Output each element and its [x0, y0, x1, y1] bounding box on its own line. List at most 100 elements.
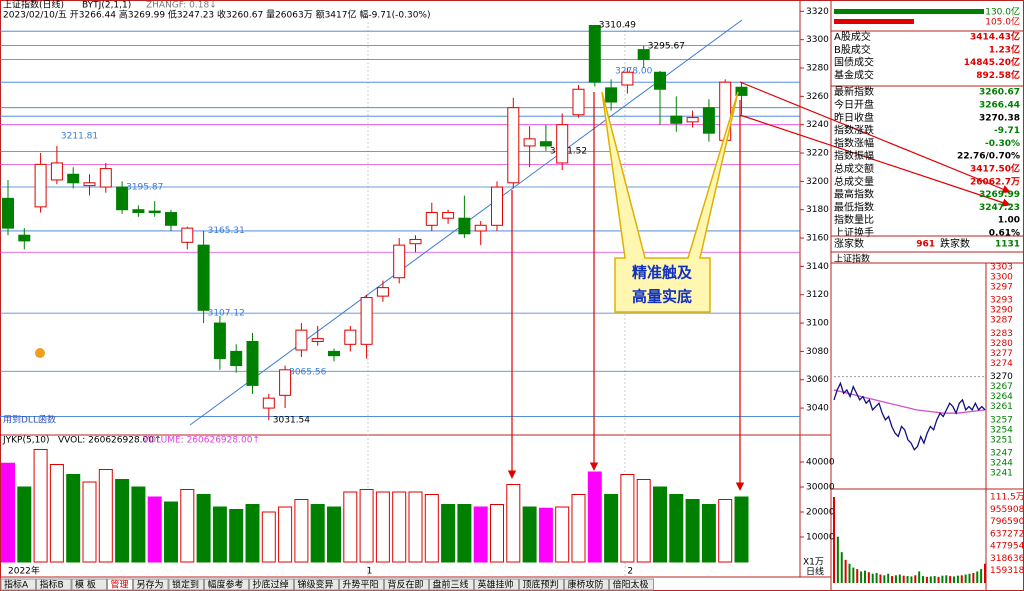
volume-bar: [131, 486, 146, 563]
intraday-tick-label: 3254: [990, 425, 1013, 435]
volume-bar: [33, 449, 48, 563]
tab[interactable]: 幅度参考: [204, 578, 249, 591]
candle-body: [393, 244, 406, 279]
volume-bar: [245, 504, 260, 563]
tab[interactable]: 指标B: [36, 578, 72, 591]
tab-label: 锁定到: [172, 579, 199, 591]
tab-bg: [107, 578, 133, 591]
tab-bg: [36, 578, 72, 591]
intraday-vol-label: 111.5万: [990, 493, 1024, 503]
intraday-tick-label: 3287: [990, 316, 1013, 326]
volume-bar: [17, 486, 32, 563]
candle-body: [132, 209, 145, 214]
price-note: 3211.81: [61, 132, 98, 142]
candle-body: [588, 25, 601, 83]
quote-value: 892.58亿: [976, 69, 1020, 81]
volume-bar: [147, 496, 162, 563]
y-tick-label: 3200: [806, 177, 829, 187]
intraday-tick-label: 3264: [990, 392, 1013, 402]
volume-bar: [392, 491, 407, 563]
quote-value: 22.76/0.70%: [957, 152, 1020, 162]
candle-body: [491, 186, 503, 226]
tab[interactable]: 倍阳太极: [609, 578, 654, 591]
volume-bar: [98, 469, 113, 563]
volume-bar: [1, 462, 15, 563]
quote-label: 最高指数: [834, 188, 874, 201]
candle-body: [328, 350, 340, 357]
volume-bar: [408, 491, 423, 563]
y-tick-label: 3040: [806, 404, 829, 414]
volume-bar: [718, 499, 733, 563]
tab[interactable]: 锁定到: [168, 578, 204, 591]
quote-label: B股成交: [834, 43, 871, 56]
chart-title: 上证指数(日线): [3, 0, 64, 11]
candle-body: [99, 168, 112, 188]
candle-body: [197, 244, 210, 311]
candle-body: [670, 115, 683, 124]
price-note: 3310.49: [599, 20, 636, 30]
quote-value: 14845.20亿: [964, 56, 1020, 68]
tab[interactable]: 顶底预判: [519, 578, 564, 591]
volume-bar: [359, 489, 374, 563]
volume-bar: [653, 486, 667, 563]
candle-body: [409, 238, 422, 245]
volume-bar: [212, 506, 227, 563]
tab[interactable]: 背反在即: [384, 578, 429, 591]
intraday-tick-label: 3247: [990, 449, 1013, 459]
intraday-tick-label: 3251: [990, 435, 1013, 445]
quote-label: 最新指数: [834, 85, 874, 98]
tab[interactable]: 另存为: [133, 578, 169, 591]
quote-value: 3260.67: [979, 88, 1020, 98]
tab[interactable]: 模 板: [71, 578, 107, 591]
quote-label: 指数量比: [834, 213, 874, 226]
volume-bar: [685, 499, 700, 563]
tab[interactable]: 升势平阳: [339, 578, 384, 591]
volume-bar: [701, 504, 716, 563]
quote-info: 2023/02/10/五 开3266.44 高3269.99 低3247.23 …: [3, 9, 430, 21]
intraday-tick-label: 3267: [990, 382, 1013, 392]
quote-value: 26062.7万: [970, 176, 1020, 187]
intraday-vol-label: 477954: [990, 542, 1024, 552]
tab[interactable]: 锑级变异: [294, 578, 339, 591]
volume-bar: [604, 494, 619, 563]
candle-body: [116, 186, 129, 211]
tab[interactable]: 盘前三线: [429, 578, 474, 591]
date-label: 2: [627, 567, 633, 577]
tab-label: 背反在即: [388, 579, 424, 591]
quote-value: 3270.38: [979, 113, 1020, 123]
callout-text: 高量实底: [632, 288, 692, 306]
y-tick-label: 3120: [806, 290, 829, 300]
quote-label: 指数振幅: [834, 149, 874, 162]
arrows: [507, 81, 1011, 491]
quote-value: 1.00: [998, 216, 1020, 226]
candle-body: [360, 297, 373, 345]
y-tick-label: 20000: [806, 508, 835, 518]
candle-body: [18, 234, 31, 242]
tab[interactable]: 英雄挂帅: [474, 578, 519, 591]
tab[interactable]: 抄底过绰: [249, 578, 294, 591]
quote-bar: [834, 19, 914, 24]
volume-bar: [375, 491, 390, 563]
candle-body: [2, 197, 14, 229]
volume-bar: [327, 506, 341, 563]
tab-bg: [294, 578, 339, 591]
quote-label: 指数涨跌: [834, 124, 874, 137]
candle-body: [654, 71, 666, 90]
quote-label: 国债成交: [834, 56, 874, 69]
candle-body: [246, 340, 259, 386]
vvol: VVOL: 260626928.00↑: [58, 436, 162, 446]
volume-bar: [82, 481, 97, 563]
quote-label: A股成交: [834, 30, 871, 43]
tab-label: 模 板: [75, 579, 96, 591]
tab-label: 指标B: [40, 579, 64, 591]
tab[interactable]: 指标A: [0, 578, 36, 591]
intraday-tick-label: 3277: [990, 349, 1013, 359]
tab-label: 倍阳太极: [613, 579, 649, 591]
tab[interactable]: 康桥攻防: [564, 578, 609, 591]
tab[interactable]: 管理: [107, 578, 133, 591]
price-note: 3295.67: [648, 41, 685, 51]
volume-bar: [261, 511, 276, 563]
candle-body: [539, 141, 552, 147]
tab-label: 幅度参考: [208, 579, 244, 591]
